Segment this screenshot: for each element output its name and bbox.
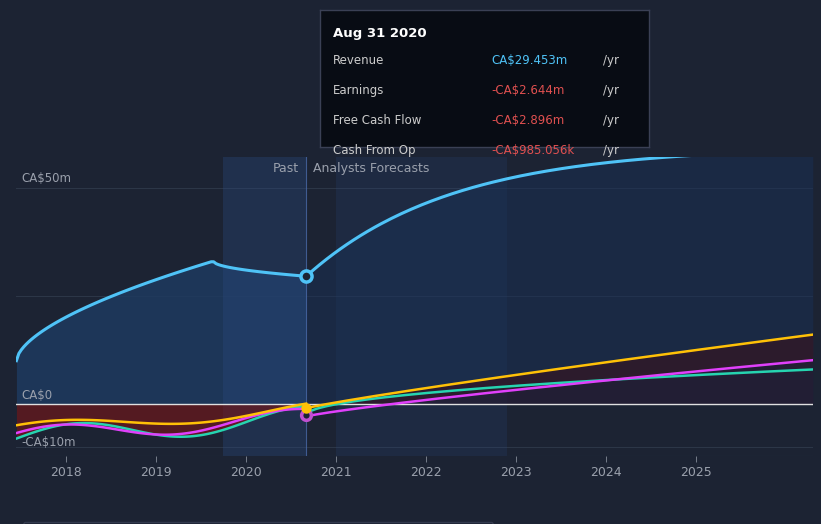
Text: Analysts Forecasts: Analysts Forecasts [314,161,429,174]
Text: -CA$2.896m: -CA$2.896m [491,114,564,127]
Text: Free Cash Flow: Free Cash Flow [333,114,422,127]
Text: CA$0: CA$0 [21,389,52,402]
Text: -CA$10m: -CA$10m [21,436,76,450]
Text: Aug 31 2020: Aug 31 2020 [333,27,427,40]
Bar [336,157,507,456]
Text: Past: Past [273,161,299,174]
Text: CA$29.453m: CA$29.453m [491,54,567,67]
Text: Cash From Op: Cash From Op [333,144,415,157]
Text: /yr: /yr [603,84,618,97]
Legend: Revenue, Earnings, Free Cash Flow, Cash From Op: Revenue, Earnings, Free Cash Flow, Cash … [23,522,493,524]
Text: /yr: /yr [603,144,618,157]
Text: /yr: /yr [603,114,618,127]
Text: /yr: /yr [603,54,618,67]
Text: Earnings: Earnings [333,84,385,97]
Text: -CA$2.644m: -CA$2.644m [491,84,564,97]
Text: CA$50m: CA$50m [21,172,71,185]
Text: Revenue: Revenue [333,54,385,67]
Text: -CA$985.056k: -CA$985.056k [491,144,574,157]
Bar [223,157,306,456]
